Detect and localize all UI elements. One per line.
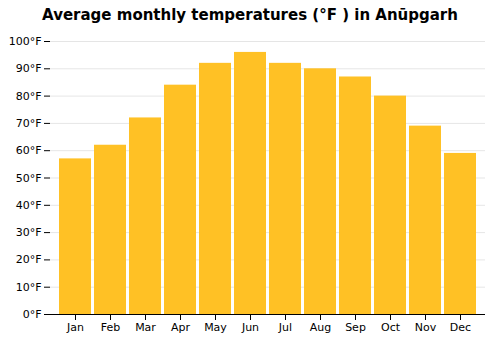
svg-text:Jan: Jan bbox=[66, 321, 84, 334]
svg-text:90°F: 90°F bbox=[16, 62, 42, 75]
svg-text:Jun: Jun bbox=[241, 321, 259, 334]
svg-text:30°F: 30°F bbox=[16, 226, 42, 239]
svg-text:Feb: Feb bbox=[101, 321, 120, 334]
svg-text:40°F: 40°F bbox=[16, 199, 42, 212]
svg-text:Mar: Mar bbox=[135, 321, 156, 334]
svg-text:70°F: 70°F bbox=[16, 117, 42, 130]
svg-text:20°F: 20°F bbox=[16, 253, 42, 266]
svg-text:0°F: 0°F bbox=[23, 308, 42, 321]
svg-text:Apr: Apr bbox=[171, 321, 191, 334]
svg-text:60°F: 60°F bbox=[16, 144, 42, 157]
svg-text:Aug: Aug bbox=[310, 321, 331, 334]
svg-text:May: May bbox=[204, 321, 227, 334]
svg-text:Oct: Oct bbox=[381, 321, 401, 334]
html-text:Average monthly temperatures (: Average monthly temperatures (°F ) in An… bbox=[42, 6, 458, 24]
svg-text:10°F: 10°F bbox=[16, 281, 42, 294]
svg-text:80°F: 80°F bbox=[16, 90, 42, 103]
svg-text:Nov: Nov bbox=[415, 321, 437, 334]
svg-text:100°F: 100°F bbox=[9, 35, 42, 48]
svg-text:50°F: 50°F bbox=[16, 172, 42, 185]
svg-text:Dec: Dec bbox=[450, 321, 471, 334]
svg-text:Sep: Sep bbox=[345, 321, 366, 334]
svg-text:Jul: Jul bbox=[278, 321, 292, 334]
